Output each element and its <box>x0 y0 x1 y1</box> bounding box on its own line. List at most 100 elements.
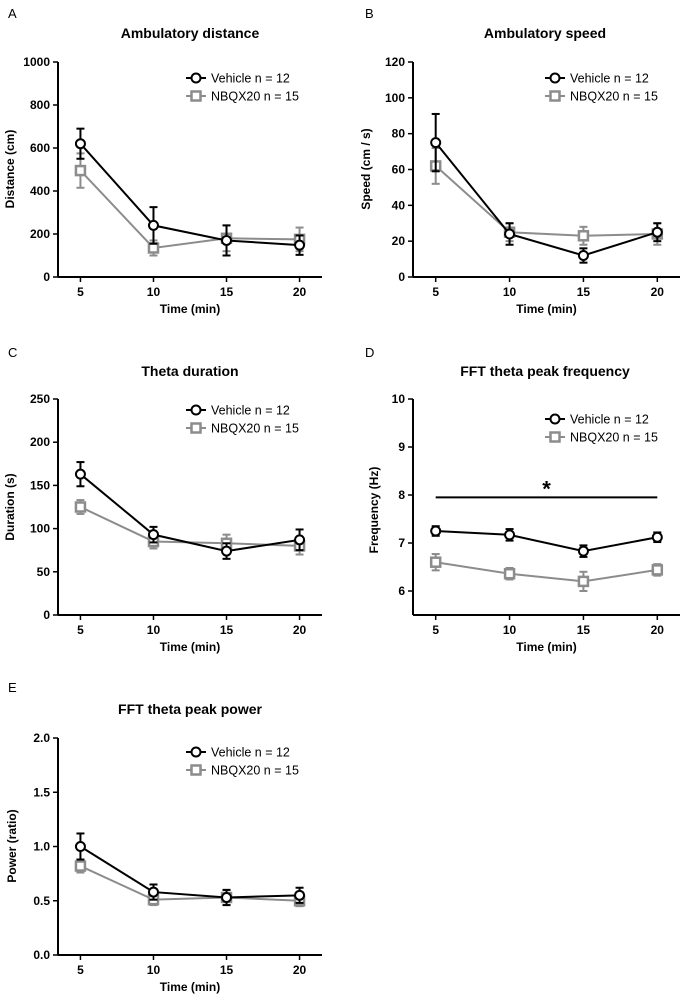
y-tick-label: 80 <box>392 127 406 141</box>
y-axis-label: Distance (cm) <box>3 130 17 209</box>
y-tick-label: 7 <box>398 536 405 550</box>
x-tick-label: 10 <box>503 285 517 299</box>
panel-letter: D <box>365 345 374 360</box>
legend-label: Vehicle n = 12 <box>570 413 649 427</box>
x-tick-label: 5 <box>77 963 84 977</box>
chart-title: FFT theta peak frequency <box>460 363 630 379</box>
data-point-nbqx20 <box>147 242 160 254</box>
series-line-vehicle <box>434 141 658 257</box>
chart-title: FFT theta peak power <box>118 701 262 717</box>
data-point-vehicle <box>147 886 159 898</box>
panel-a: A Ambulatory distance 0 200 400 600 800 1000 5 10… <box>3 6 322 316</box>
y-tick-label: 0 <box>43 608 50 622</box>
legend-label: Vehicle n = 12 <box>211 404 290 418</box>
data-point-vehicle <box>294 239 306 251</box>
legend-marker-circle <box>190 746 202 758</box>
series-nbqx20 <box>429 553 664 592</box>
series-line-vehicle <box>435 530 658 553</box>
x-tick-label: 15 <box>220 623 234 637</box>
y-tick-label: 100 <box>30 522 50 536</box>
x-tick-label: 10 <box>147 963 161 977</box>
series-vehicle <box>74 461 306 560</box>
panel-letter: B <box>365 6 374 21</box>
y-tick-label: 600 <box>30 141 50 155</box>
series-line-nbqx20 <box>435 561 658 583</box>
data-point-nbqx20 <box>577 575 590 588</box>
data-point-vehicle <box>651 531 663 543</box>
significance-star: * <box>542 476 551 501</box>
x-tick-label: 15 <box>577 285 591 299</box>
series-line-nbqx20 <box>80 865 300 902</box>
y-tick-label: 0 <box>398 270 405 284</box>
y-tick-label: 50 <box>37 565 51 579</box>
series-line-vehicle <box>79 845 300 899</box>
x-tick-label: 15 <box>220 963 234 977</box>
legend-marker-circle <box>190 72 202 84</box>
y-tick-label: 200 <box>30 435 50 449</box>
x-axis-label: Time (min) <box>160 302 220 316</box>
x-tick-label: 10 <box>503 623 517 637</box>
y-tick-label: 100 <box>385 91 405 105</box>
series-line-nbqx20 <box>79 169 300 250</box>
data-point-nbqx20 <box>74 164 87 177</box>
y-axis-label: Speed (cm / s) <box>359 128 373 209</box>
x-tick-label: 15 <box>577 623 591 637</box>
y-tick-label: 1.0 <box>33 840 50 854</box>
panel-d: D FFT theta peak frequency 6 7 8 9 10 5 10 15 20 Ti… <box>365 345 680 654</box>
legend: Vehicle n = 12 NBQX20 n = 15 <box>545 413 658 445</box>
data-point-vehicle <box>577 545 589 557</box>
panel-letter: A <box>8 6 17 21</box>
legend-marker-square <box>549 431 561 443</box>
x-axis-label: Time (min) <box>516 640 576 654</box>
legend-label: Vehicle n = 12 <box>211 746 290 760</box>
y-tick-label: 9 <box>398 440 405 454</box>
x-tick-label: 10 <box>147 623 161 637</box>
legend-marker-circle <box>190 404 202 416</box>
y-tick-label: 0.0 <box>33 948 50 962</box>
data-point-nbqx20 <box>651 564 664 576</box>
data-point-vehicle <box>221 545 233 557</box>
legend-marker-square <box>190 90 202 102</box>
y-axis-label: Duration (s) <box>3 473 17 540</box>
panel-letter: C <box>8 345 17 360</box>
x-tick-label: 20 <box>651 285 665 299</box>
x-tick-label: 5 <box>77 623 84 637</box>
y-axis-label: Frequency (Hz) <box>367 467 381 554</box>
legend-label: NBQX20 n = 15 <box>211 764 299 778</box>
data-point-vehicle <box>221 234 233 246</box>
x-tick-label: 10 <box>147 285 161 299</box>
legend: Vehicle n = 12 NBQX20 n = 15 <box>545 72 658 104</box>
y-tick-label: 200 <box>30 227 50 241</box>
data-point-vehicle <box>294 534 306 546</box>
x-tick-label: 5 <box>432 623 439 637</box>
legend-label: Vehicle n = 12 <box>570 72 649 86</box>
data-point-nbqx20 <box>74 860 87 872</box>
legend-label: Vehicle n = 12 <box>211 72 290 86</box>
legend: Vehicle n = 12 NBQX20 n = 15 <box>186 72 299 104</box>
panel-c: C Theta duration 0 50 100 150 200 250 5 10 15 20 Tim… <box>3 345 322 654</box>
y-tick-label: 1.5 <box>33 785 50 799</box>
y-axis-label: Power (ratio) <box>5 809 19 882</box>
y-tick-label: 150 <box>30 478 50 492</box>
panel-e: E FFT theta peak power 0.0 0.5 1.0 1.5 2.0 5 10 1… <box>5 680 322 994</box>
y-tick-label: 60 <box>392 163 406 177</box>
data-point-vehicle <box>430 137 442 149</box>
y-tick-label: 10 <box>392 392 406 406</box>
legend-marker-circle <box>549 72 561 84</box>
data-point-vehicle <box>504 529 516 541</box>
legend-label: NBQX20 n = 15 <box>570 431 658 445</box>
series-nbqx20 <box>74 152 306 257</box>
x-tick-label: 20 <box>293 623 307 637</box>
chart-title: Theta duration <box>141 363 238 379</box>
y-tick-label: 0.5 <box>33 894 50 908</box>
x-axis-label: Time (min) <box>160 640 220 654</box>
series-nbqx20 <box>74 858 306 908</box>
series-vehicle <box>430 525 663 558</box>
y-tick-label: 250 <box>30 392 50 406</box>
data-point-vehicle <box>221 891 233 903</box>
x-tick-label: 5 <box>432 285 439 299</box>
legend-label: NBQX20 n = 15 <box>570 90 658 104</box>
x-tick-label: 15 <box>220 285 234 299</box>
data-point-vehicle <box>651 226 663 238</box>
panel-b: B Ambulatory speed 0 20 40 60 80 100 120 5 10 15 20 T… <box>359 6 680 316</box>
